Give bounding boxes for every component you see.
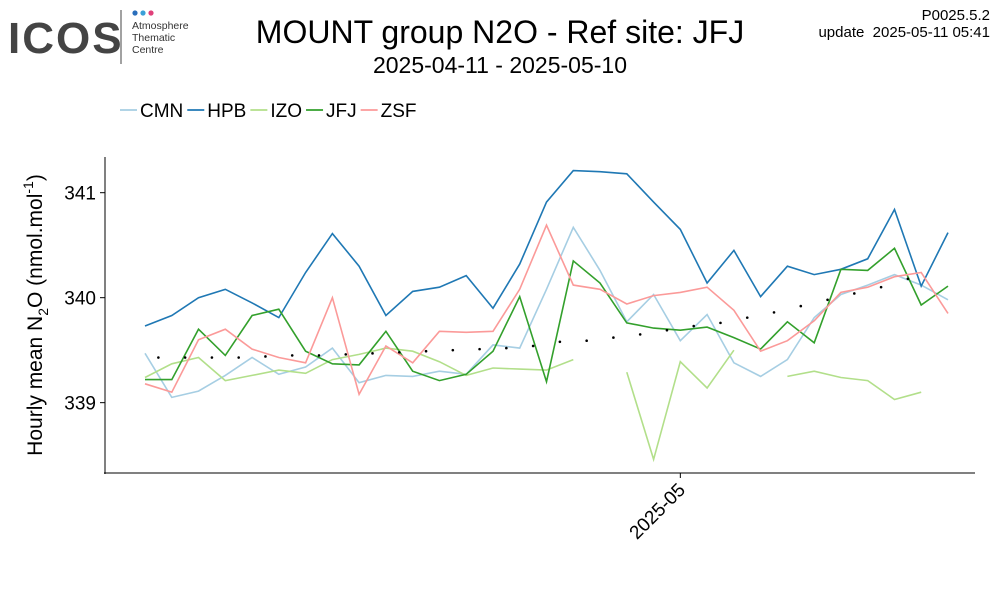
legend-label: IZO (270, 101, 302, 122)
trend-dot (879, 285, 883, 289)
logo-dot (140, 10, 146, 16)
trend-dot (558, 340, 562, 344)
trend-dot (237, 356, 240, 359)
trend-dot (772, 311, 776, 314)
trend-dot (665, 328, 669, 332)
y-label-part: O (nmol.mol (24, 194, 47, 308)
series-line (144, 169, 949, 327)
logo: ICOS (8, 14, 124, 63)
trend-dot (719, 321, 722, 325)
trend-dot (612, 336, 615, 339)
trend-dot (799, 304, 803, 308)
trend-dot (745, 316, 749, 319)
version: P0025.5.2 (922, 7, 990, 24)
trend-dot (344, 353, 348, 356)
y-label-part: -1 (20, 181, 36, 194)
legend-label: ZSF (381, 101, 417, 122)
trend-dot (692, 324, 696, 328)
trend-dot (853, 292, 856, 295)
x-tick-label: 2025-05 (626, 480, 690, 544)
y-tick-label: 340 (64, 289, 96, 310)
trend-dot (531, 344, 535, 348)
trend-dot (585, 339, 588, 343)
logo-dot (148, 10, 154, 16)
chart-title: MOUNT group N2O - Ref site: JFJ (256, 14, 744, 50)
trend-dot (157, 356, 160, 359)
legend-label: JFJ (326, 101, 357, 122)
trend-dot (505, 346, 508, 350)
series-line (787, 370, 922, 401)
update: update 2025-05-11 05:41 (818, 24, 990, 41)
trend-dot (290, 354, 294, 357)
trend-dot (906, 277, 910, 281)
series-line (145, 247, 949, 385)
y-tick-label: 339 (64, 394, 96, 415)
trend-dot (371, 352, 374, 355)
chart-subtitle: 2025-04-11 - 2025-05-10 (373, 52, 627, 78)
logo-text: Atmosphere (132, 20, 189, 32)
y-tick-label: 341 (64, 184, 96, 205)
trend-dot (397, 350, 401, 354)
legend-label: HPB (207, 101, 246, 122)
y-label-part: ) (24, 174, 47, 181)
y-label-part: 2 (35, 308, 51, 316)
trend-dot (478, 347, 481, 351)
trend-dot (317, 354, 321, 357)
trend-dot (638, 333, 642, 336)
legend-label: CMN (140, 101, 183, 122)
trend-dot (424, 349, 428, 353)
y-label-part: Hourly mean N (24, 316, 47, 456)
trend-dot (210, 356, 214, 359)
logo-text: Centre (132, 44, 164, 56)
trend-dot (451, 348, 455, 352)
trend-dot (826, 298, 829, 302)
logo-dot (132, 10, 138, 16)
trend-dot (183, 356, 187, 359)
series-line (144, 223, 949, 397)
y-axis-label: Hourly mean N2O (nmol.mol-1) (20, 174, 51, 456)
trend-dot (264, 355, 267, 358)
logo-text: Thematic (132, 32, 175, 44)
series-line (144, 347, 574, 382)
series-line (144, 225, 949, 399)
series-line (626, 349, 735, 463)
